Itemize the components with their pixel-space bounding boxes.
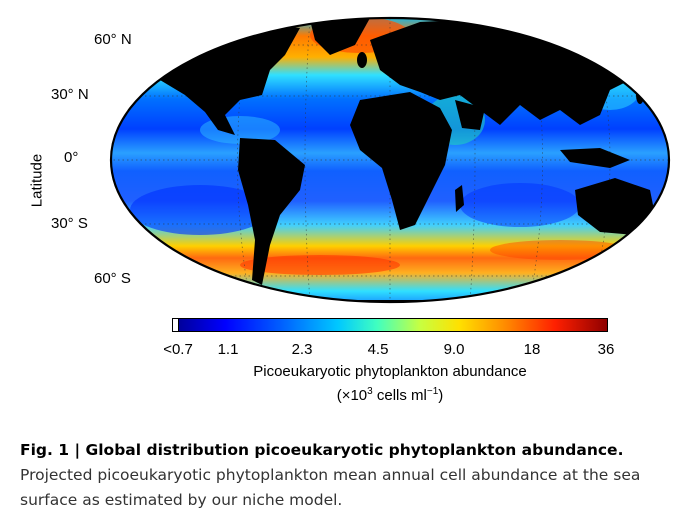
lat-label-60n: 60° N: [94, 31, 132, 48]
caption-text: Projected picoeukaryotic phytoplankton m…: [20, 466, 641, 509]
lat-label-60s: 60° S: [94, 270, 131, 287]
colorbar-underflow-swatch: [173, 319, 179, 331]
colorbar-tick: 4.5: [367, 341, 389, 358]
map-border: [109, 16, 671, 304]
caption-title: Fig. 1 | Global distribution picoeukaryo…: [20, 441, 624, 459]
world-abundance-map: [109, 16, 671, 304]
lat-label-30n: 30° N: [51, 86, 89, 103]
colorbar-title: Picoeukaryotic phytoplankton abundance: [253, 363, 527, 380]
ocean-field: [111, 18, 669, 302]
colorbar-tick: 36: [597, 341, 615, 358]
latitude-axis-title: Latitude: [28, 153, 46, 208]
colorbar-units: (×103 cells ml−1): [336, 386, 444, 404]
colorbar-tick: <0.7: [163, 341, 193, 358]
lat-label-30s: 30° S: [51, 215, 88, 232]
colorbar-gradient: [173, 319, 607, 331]
colorbar-tick: 1.1: [217, 341, 239, 358]
colorbar-tick: 18: [523, 341, 541, 358]
colorbar-tick: 9.0: [443, 341, 465, 358]
colorbar-tick: 2.3: [291, 341, 313, 358]
colorbar-label: Picoeukaryotic phytoplankton abundance (…: [172, 362, 608, 406]
lat-label-equator: 0°: [64, 149, 79, 166]
colorbar: [172, 318, 608, 332]
figure-caption: Fig. 1 | Global distribution picoeukaryo…: [20, 438, 670, 513]
